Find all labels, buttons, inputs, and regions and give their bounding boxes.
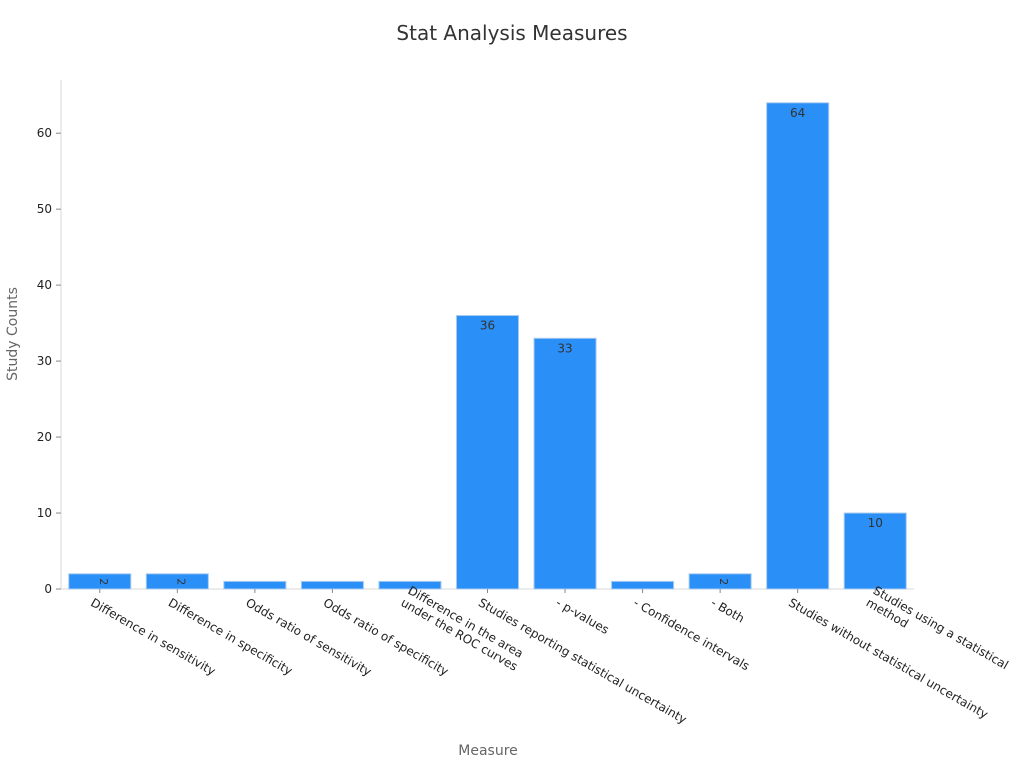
- x-tick-label: Odds ratio of sensitivity: [243, 595, 374, 678]
- bar-value-label: 64: [790, 106, 805, 120]
- x-tick-label: - p-values: [554, 595, 612, 637]
- y-tick-label: 50: [37, 202, 52, 216]
- x-tick-label: Difference in sensitivity: [88, 595, 218, 678]
- x-tick-label: - Both: [709, 595, 747, 625]
- chart-title: Stat Analysis Measures: [396, 21, 627, 45]
- y-tick-label: 60: [37, 126, 52, 140]
- bar: [843, 512, 907, 590]
- bar: [533, 337, 597, 590]
- bar-value-label: 33: [557, 341, 572, 355]
- bar: [766, 102, 830, 590]
- bar: [455, 315, 520, 590]
- bar-value-label: 36: [480, 319, 495, 333]
- x-tick-label: Studies using a statisticalmethod: [864, 583, 1011, 684]
- bar: [300, 580, 364, 590]
- y-tick-label: 10: [37, 506, 52, 520]
- bar-value-label: 2: [174, 578, 187, 585]
- y-tick-label: 40: [37, 278, 52, 292]
- bar: [611, 580, 675, 590]
- y-tick-label: 20: [37, 430, 52, 444]
- bar: [223, 580, 287, 590]
- x-tick-label: Difference in specificity: [166, 595, 295, 678]
- x-axis-title: Measure: [458, 743, 518, 759]
- y-tick-label: 30: [37, 354, 52, 368]
- plot-area: 0 10 20 30 40 50 60 2 Difference in sensitivity 2…: [37, 80, 1011, 727]
- bar-value-label: 2: [97, 578, 110, 585]
- y-axis-title: Study Counts: [5, 287, 21, 381]
- y-tick-label: 0: [44, 582, 52, 596]
- bar-value-label: 2: [717, 578, 730, 585]
- bar-value-label: 10: [868, 516, 883, 530]
